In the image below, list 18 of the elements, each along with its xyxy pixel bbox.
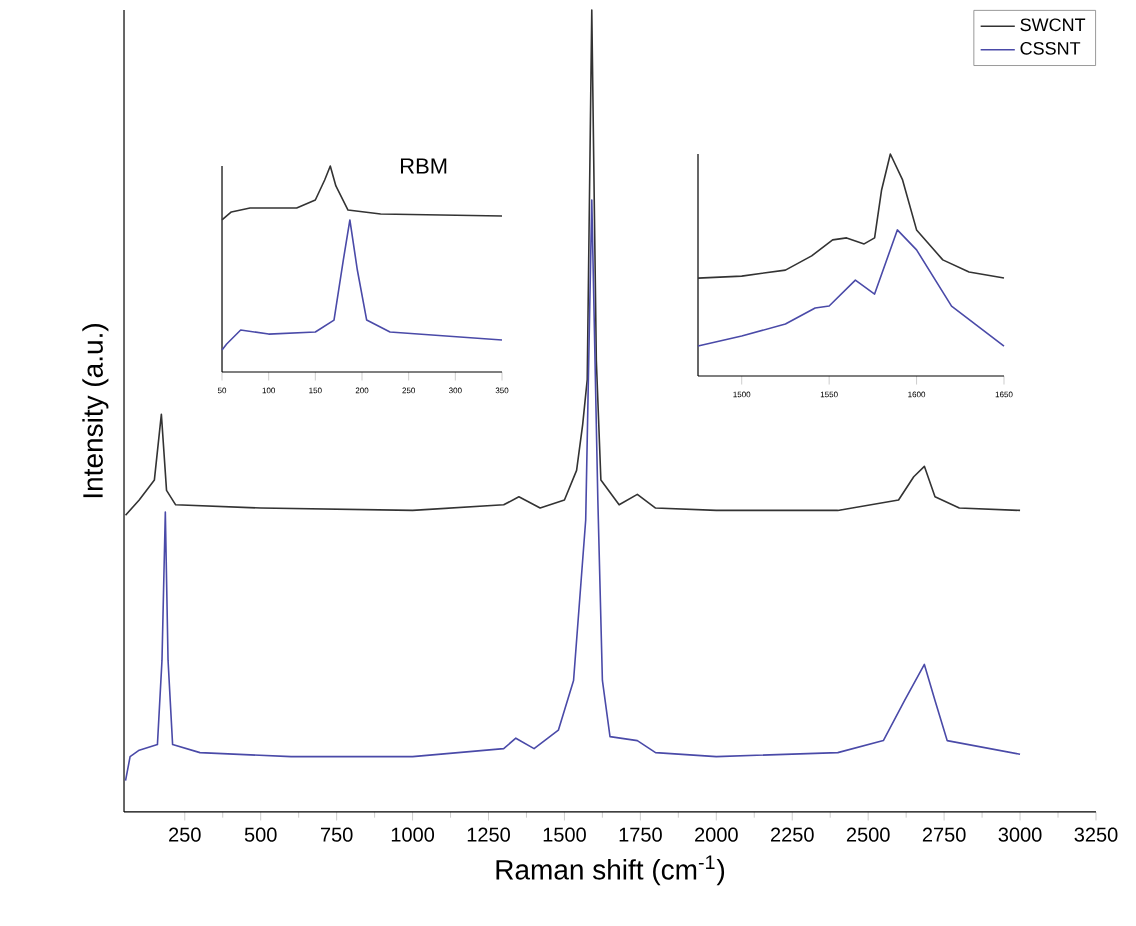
x-tick-label: 3000 bbox=[998, 827, 1042, 842]
x-tick-label: 250 bbox=[169, 827, 201, 842]
x-tick-label: 2500 bbox=[846, 827, 890, 842]
y-axis-title: Intensity (a.u.) bbox=[82, 324, 109, 498]
x-tick-label: 1250 bbox=[467, 827, 510, 842]
x-tick-label: 750 bbox=[320, 827, 353, 842]
x-axis-title: Raman shift (cm$^{-1}$) bbox=[496, 855, 725, 886]
x-tick-label: 2250 bbox=[771, 827, 814, 842]
annotation: RBM bbox=[400, 158, 447, 174]
x-tick-label: 500 bbox=[244, 827, 277, 842]
x-tick-label: 3250 bbox=[1074, 827, 1118, 842]
legend-label: SWCNT bbox=[1020, 18, 1086, 32]
x-tick-label: 1500 bbox=[543, 827, 586, 842]
legend-label: CSSNT bbox=[1020, 41, 1081, 55]
x-tick-label: 2000 bbox=[695, 827, 738, 842]
x-tick-label: 1000 bbox=[391, 827, 435, 842]
x-tick-label: 1750 bbox=[619, 827, 662, 842]
x-tick-label: 2750 bbox=[922, 827, 966, 842]
